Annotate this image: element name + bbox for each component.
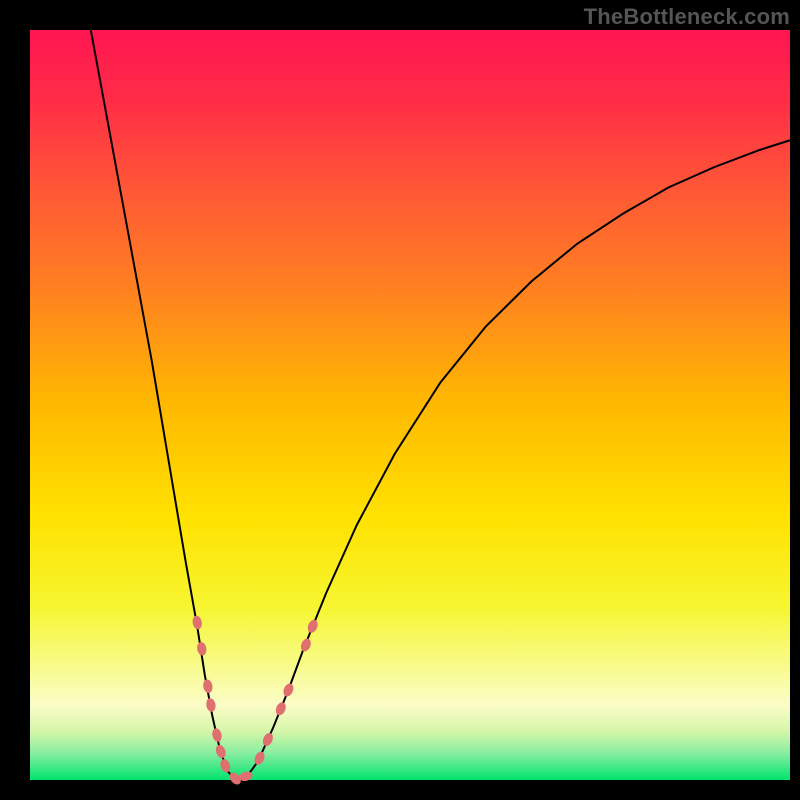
plot-background xyxy=(30,30,790,780)
chart-svg xyxy=(0,0,800,800)
watermark-text: TheBottleneck.com xyxy=(584,4,790,30)
